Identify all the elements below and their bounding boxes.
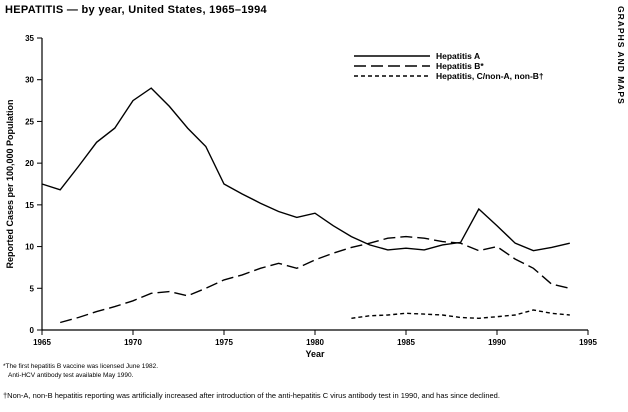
y-tick-label: 25 (25, 117, 34, 126)
series-line-1 (60, 235, 570, 324)
legend-label-2: Hepatitis, C/non-A, non-B† (436, 71, 544, 81)
footnote-asterisk: *The first hepatitis B vaccine was licen… (3, 363, 158, 381)
y-tick-label: 15 (25, 201, 34, 210)
y-tick-label: 10 (25, 243, 34, 252)
footnote-asterisk-line1: *The first hepatitis B vaccine was licen… (3, 363, 159, 370)
x-tick-label: 1990 (488, 338, 506, 347)
y-tick-label: 35 (25, 34, 34, 43)
y-axis-title: Reported Cases per 100,000 Population (5, 99, 15, 268)
x-tick-label: 1980 (306, 338, 324, 347)
y-tick-label: 20 (25, 159, 34, 168)
y-tick-label: 30 (25, 76, 34, 85)
series-line-0 (41, 87, 570, 252)
legend-label-0: Hepatitis A (436, 51, 480, 61)
side-label-graphs-and-maps: GRAPHS AND MAPS (616, 6, 626, 105)
footnote-dagger: †Non-A, non-B hepatitis reporting was ar… (3, 391, 500, 400)
y-tick-label: 0 (30, 326, 35, 335)
y-tick-label: 5 (30, 284, 35, 293)
x-tick-label: 1970 (124, 338, 142, 347)
x-tick-label: 1965 (33, 338, 51, 347)
x-tick-label: 1975 (215, 338, 233, 347)
x-tick-label: 1985 (397, 338, 415, 347)
x-tick-label: 1995 (579, 338, 597, 347)
footnote-asterisk-line2: Anti-HCV antibody test available May 199… (8, 371, 134, 379)
series-line-2 (351, 309, 570, 320)
page-title: HEPATITIS — by year, United States, 1965… (5, 4, 267, 16)
x-axis-title: Year (305, 349, 325, 359)
legend-label-1: Hepatitis B* (436, 61, 484, 71)
